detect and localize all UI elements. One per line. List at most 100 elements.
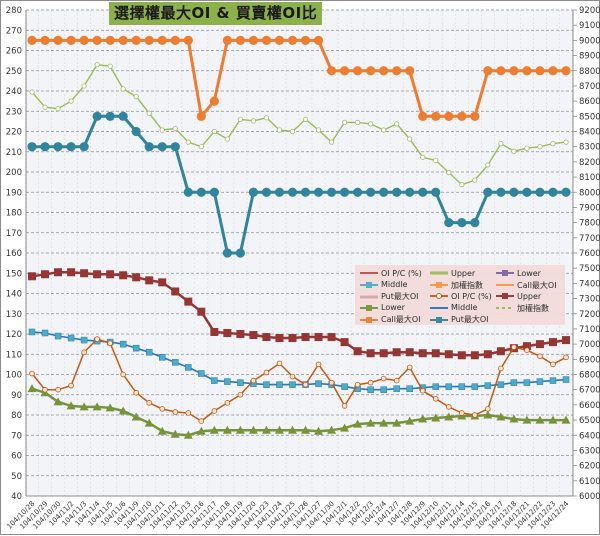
left-axis-tick-label: 130 bbox=[6, 310, 22, 320]
legend-label: Call最大OI bbox=[381, 315, 421, 324]
legend-swatch-icon bbox=[496, 284, 514, 286]
legend-item: Upper bbox=[495, 291, 541, 301]
right-axis-tick-label: 9200 bbox=[579, 6, 600, 16]
legend-label: Middle bbox=[381, 280, 408, 289]
left-axis-tick-label: 270 bbox=[6, 26, 22, 36]
left-axis-tick-label: 110 bbox=[6, 350, 22, 360]
left-axis-tick-label: 240 bbox=[6, 87, 22, 97]
legend-item: Put最大OI bbox=[359, 291, 419, 302]
left-axis-tick-label: 210 bbox=[6, 148, 22, 158]
legend-item: Call最大OI bbox=[359, 314, 421, 325]
chart-title: 選擇權最大OI & 買賣權OI比 bbox=[109, 2, 323, 25]
left-axis-tick-label: 140 bbox=[6, 290, 22, 300]
right-axis-tick-label: 6400 bbox=[579, 431, 600, 441]
legend-swatch-icon bbox=[496, 293, 514, 299]
right-axis-tick-label: 7200 bbox=[579, 310, 600, 320]
legend-label: Upper bbox=[451, 268, 476, 278]
legend-swatch-icon bbox=[430, 316, 448, 323]
right-axis-tick-label: 6700 bbox=[579, 386, 600, 396]
right-axis-tick-label: 6800 bbox=[579, 371, 600, 381]
right-axis-tick-label: 7400 bbox=[579, 279, 600, 289]
series-upper bbox=[28, 268, 570, 360]
left-axis-tick-label: 100 bbox=[6, 371, 22, 381]
right-axis-tick-label: 7000 bbox=[579, 340, 600, 350]
legend-swatch-icon bbox=[430, 271, 448, 275]
left-axis-tick-label: 50 bbox=[11, 472, 22, 482]
right-axis-tick-label: 7100 bbox=[579, 325, 600, 335]
legend-label: Put最大OI bbox=[451, 315, 489, 324]
legend-label: Upper bbox=[517, 291, 542, 301]
left-axis-tick-label: 200 bbox=[6, 168, 22, 178]
left-axis-tick-label: 90 bbox=[11, 391, 22, 401]
right-axis-tick-label: 7900 bbox=[579, 203, 600, 213]
legend-swatch-icon bbox=[360, 304, 378, 311]
legend-swatch-icon bbox=[430, 282, 448, 288]
right-axis-tick-label: 8000 bbox=[579, 188, 600, 198]
legend-item: OI P/C (%) bbox=[429, 291, 492, 301]
legend-item: Upper bbox=[429, 268, 475, 278]
legend-item: Put最大OI bbox=[429, 314, 489, 325]
legend-swatch-icon bbox=[360, 316, 378, 323]
right-axis-tick-label: 6300 bbox=[579, 446, 600, 456]
right-axis-tick-label: 7800 bbox=[579, 219, 600, 229]
series-- bbox=[29, 62, 569, 188]
legend-swatch-icon bbox=[496, 270, 514, 276]
series-call-oi bbox=[27, 35, 571, 121]
legend-swatch-icon bbox=[360, 281, 378, 288]
legend-label: Lower bbox=[381, 303, 405, 312]
chart-legend: OI P/C (%) Upper Lower Middle 加權指數 Call最大OI Pu… bbox=[355, 265, 565, 325]
legend-label: OI P/C (%) bbox=[451, 291, 492, 301]
right-axis-tick-label: 6600 bbox=[579, 401, 600, 411]
right-axis-tick-label: 9100 bbox=[579, 21, 600, 31]
right-axis-tick-label: 6200 bbox=[579, 462, 600, 472]
series-middle bbox=[28, 328, 570, 393]
legend-item: 加權指數 bbox=[429, 280, 483, 291]
legend-swatch-icon bbox=[430, 306, 448, 309]
right-axis-tick-label: 8900 bbox=[579, 52, 600, 62]
left-axis-tick-label: 80 bbox=[11, 411, 22, 421]
legend-item: Middle bbox=[429, 303, 477, 313]
left-axis-tick-label: 250 bbox=[6, 67, 22, 77]
legend-swatch-icon bbox=[496, 307, 514, 309]
left-axis-tick-label: 60 bbox=[11, 452, 22, 462]
right-axis-tick-label: 8300 bbox=[579, 143, 600, 153]
legend-label: Put最大OI bbox=[381, 292, 419, 301]
legend-swatch-icon bbox=[430, 293, 448, 299]
legend-label: Call最大OI bbox=[517, 280, 557, 290]
right-axis-tick-label: 7600 bbox=[579, 249, 600, 259]
right-axis-tick-label: 6500 bbox=[579, 416, 600, 426]
legend-item: Call最大OI bbox=[495, 280, 557, 291]
legend-item: OI P/C (%) bbox=[359, 268, 422, 278]
legend-swatch-icon bbox=[360, 272, 378, 274]
right-axis-tick-label: 8500 bbox=[579, 112, 600, 122]
left-axis-tick-label: 180 bbox=[6, 209, 22, 219]
left-axis-tick-label: 70 bbox=[11, 431, 22, 441]
legend-label: Lower bbox=[517, 268, 541, 278]
left-axis-tick-label: 280 bbox=[6, 6, 22, 16]
right-axis-tick-label: 9000 bbox=[579, 36, 600, 46]
left-axis-tick-label: 160 bbox=[6, 249, 22, 259]
right-axis-tick-label: 8800 bbox=[579, 67, 600, 77]
legend-item: Lower bbox=[495, 268, 541, 278]
right-axis-tick-label: 7700 bbox=[579, 234, 600, 244]
left-axis-tick-label: 260 bbox=[6, 47, 22, 57]
legend-swatch-icon bbox=[360, 295, 378, 298]
left-axis-tick-label: 40 bbox=[11, 492, 22, 502]
right-axis-tick-label: 8600 bbox=[579, 97, 600, 107]
legend-item: Lower bbox=[359, 303, 405, 313]
left-axis-tick-label: 120 bbox=[6, 330, 22, 340]
legend-label: OI P/C (%) bbox=[381, 268, 422, 278]
legend-label: 加權指數 bbox=[451, 280, 483, 290]
right-axis-tick-label: 6100 bbox=[579, 477, 600, 487]
legend-label: 加權指數 bbox=[517, 303, 549, 313]
legend-item: 加權指數 bbox=[495, 303, 549, 314]
right-axis-tick-label: 8700 bbox=[579, 82, 600, 92]
legend-item: Middle bbox=[359, 280, 407, 290]
legend-label: Middle bbox=[451, 303, 478, 312]
right-axis-tick-label: 8400 bbox=[579, 128, 600, 138]
right-axis-tick-label: 7300 bbox=[579, 295, 600, 305]
left-axis-tick-label: 150 bbox=[6, 269, 22, 279]
right-axis-tick-label: 6000 bbox=[579, 492, 600, 502]
